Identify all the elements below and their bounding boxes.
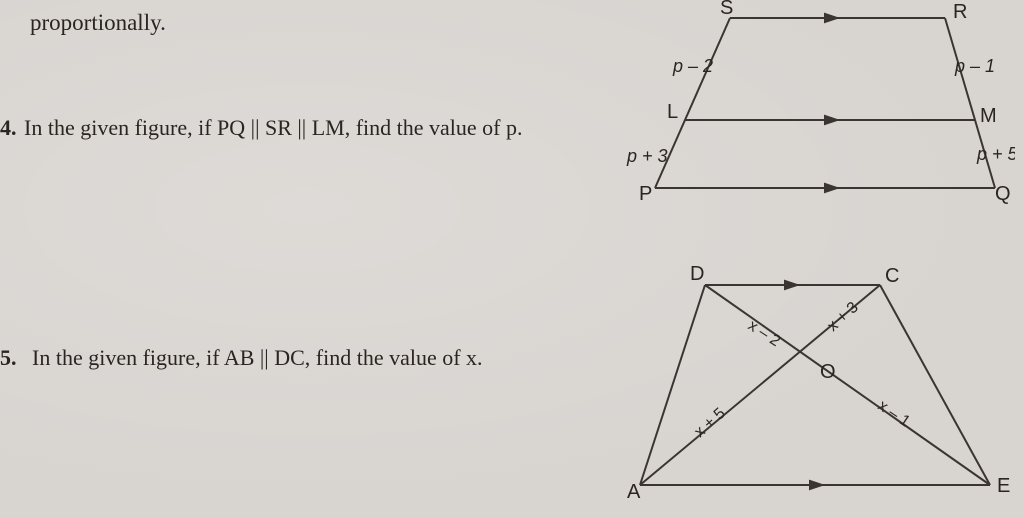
q2-number: 5.	[0, 345, 17, 371]
edge-label-AO: x + 5	[691, 405, 729, 441]
arrow-SR	[825, 14, 837, 22]
label-Q: Q	[995, 183, 1011, 205]
edge-label-LP: p + 3	[626, 146, 668, 166]
arrow-AB	[810, 481, 822, 489]
edge-label-MQ: p + 5	[976, 144, 1015, 164]
arrow-PQ	[825, 184, 837, 192]
q2-text: In the given figure, if AB || DC, find t…	[32, 345, 483, 371]
q1-number: 4.	[0, 115, 17, 141]
label-B: E	[997, 475, 1010, 497]
edge-DA	[640, 285, 705, 485]
edge-label-DO: x – 2	[745, 317, 783, 350]
label-R: R	[953, 1, 967, 23]
edge-label-BO: x – 1	[875, 397, 913, 431]
edge-label-SL: p – 2	[672, 56, 713, 76]
label-P: P	[639, 183, 652, 205]
figure-trapezium-diagonals: D C A E O x – 2 x + 3 x + 5 x – 1	[625, 260, 1015, 510]
label-A: A	[627, 481, 641, 503]
q1-text: In the given figure, if PQ || SR || LM, …	[24, 115, 522, 141]
edge-label-RM: p – 1	[954, 56, 995, 76]
arrow-LM	[825, 116, 837, 124]
edge-CB	[880, 285, 990, 485]
label-M: M	[980, 105, 997, 127]
label-C: C	[885, 265, 899, 287]
label-O: O	[820, 361, 836, 383]
arrow-DC	[785, 281, 797, 289]
intro-fragment: proportionally.	[30, 10, 166, 36]
label-S: S	[720, 0, 733, 19]
label-D: D	[690, 263, 704, 285]
label-L: L	[667, 101, 678, 123]
figure-trapezium-parallel: S R L M P Q p – 2 p – 1 p + 3 p + 5	[625, 0, 1015, 220]
